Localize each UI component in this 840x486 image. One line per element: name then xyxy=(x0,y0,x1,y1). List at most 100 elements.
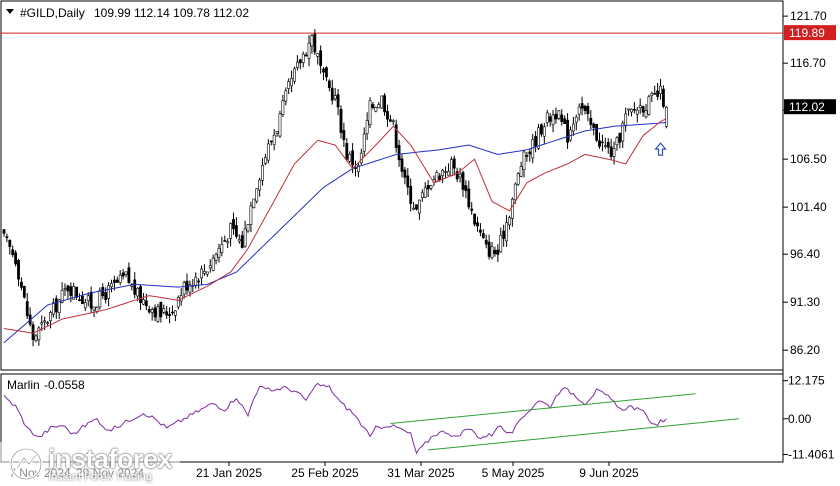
candle xyxy=(336,89,340,116)
candle xyxy=(264,153,267,166)
candle-body xyxy=(127,267,131,284)
candle-body xyxy=(296,61,299,68)
candle-body xyxy=(554,113,558,120)
candle xyxy=(525,151,529,162)
candle-body xyxy=(272,134,276,146)
candle-body xyxy=(298,59,302,64)
collapse-triangle-icon[interactable] xyxy=(6,9,14,14)
candle xyxy=(406,167,410,196)
candle-body xyxy=(647,96,651,115)
candle xyxy=(415,204,418,211)
candle-body xyxy=(269,140,273,143)
candle xyxy=(124,271,128,278)
candle-body xyxy=(121,272,125,277)
candle xyxy=(69,282,73,303)
candle xyxy=(455,167,459,183)
candle-body xyxy=(560,114,564,123)
candle xyxy=(394,119,398,153)
candle xyxy=(150,307,154,321)
candle xyxy=(258,177,262,197)
candle-body xyxy=(418,199,421,214)
candle-body xyxy=(40,322,44,325)
candle xyxy=(246,224,250,233)
date-label: 5 May 2025 xyxy=(482,466,545,480)
candle-body xyxy=(63,288,67,290)
candle-body xyxy=(394,124,398,148)
candle-body xyxy=(479,229,482,233)
candle xyxy=(510,197,514,227)
candle xyxy=(554,107,558,124)
candle xyxy=(409,178,413,212)
candle xyxy=(516,172,520,186)
candle-body xyxy=(345,143,349,160)
candle xyxy=(333,88,337,101)
candle xyxy=(173,310,177,322)
candle xyxy=(412,201,416,211)
moving-average-blue xyxy=(3,122,667,344)
candle-body xyxy=(534,136,538,147)
candle-body xyxy=(598,140,601,147)
candle xyxy=(528,148,532,162)
candle xyxy=(127,262,131,284)
candle-body xyxy=(258,179,262,191)
candle xyxy=(240,230,244,249)
candle xyxy=(420,189,424,202)
candle-body xyxy=(409,185,413,204)
candle-body xyxy=(313,33,317,53)
candle-body xyxy=(98,290,102,308)
candle-body xyxy=(66,285,70,292)
candle xyxy=(211,254,215,272)
candle xyxy=(566,113,569,149)
candle xyxy=(101,283,105,299)
candle-body xyxy=(426,185,430,190)
candle xyxy=(325,66,328,82)
resistance-badge-label: 119.89 xyxy=(789,26,825,40)
oscillator-tick-label: 0.00 xyxy=(788,412,812,426)
candle xyxy=(423,182,427,199)
candle xyxy=(327,79,331,92)
candle xyxy=(580,96,584,116)
candle-body xyxy=(621,122,625,142)
marlin-line xyxy=(3,382,667,455)
candle-body xyxy=(144,300,148,307)
ohlc-values: 109.99 112.14 109.78 112.02 xyxy=(94,6,249,20)
candle-body xyxy=(165,311,169,316)
candle xyxy=(380,95,384,109)
candle xyxy=(156,303,160,323)
candle xyxy=(502,224,506,247)
candle-body xyxy=(25,301,29,317)
candle-body xyxy=(287,81,291,89)
current-price-badge: 112.02 xyxy=(784,99,836,115)
candle xyxy=(662,85,665,109)
candle xyxy=(589,110,593,130)
candle xyxy=(574,114,578,131)
candle-body xyxy=(278,113,282,137)
candle xyxy=(287,78,291,95)
candle xyxy=(214,252,218,265)
candle xyxy=(339,105,343,139)
candle xyxy=(400,154,404,178)
candle-body xyxy=(336,94,340,108)
candle xyxy=(365,112,369,140)
candle xyxy=(5,233,9,242)
candle-body xyxy=(81,295,84,305)
watermark-brand: instaforex xyxy=(48,444,173,474)
instaforex-logo-icon xyxy=(9,447,43,481)
candle xyxy=(176,295,180,310)
candle xyxy=(57,299,61,320)
candle xyxy=(583,104,587,115)
candle xyxy=(121,269,125,280)
candle xyxy=(34,334,38,343)
candle-body xyxy=(118,274,122,283)
candle-body xyxy=(542,126,546,137)
candle xyxy=(301,51,305,68)
candle-body xyxy=(618,133,622,143)
candle-body xyxy=(185,280,189,291)
candle-body xyxy=(266,143,270,161)
candle-body xyxy=(2,229,6,234)
candle xyxy=(493,246,497,257)
candle xyxy=(11,245,15,258)
candle-body xyxy=(37,327,41,341)
candle xyxy=(449,156,453,177)
